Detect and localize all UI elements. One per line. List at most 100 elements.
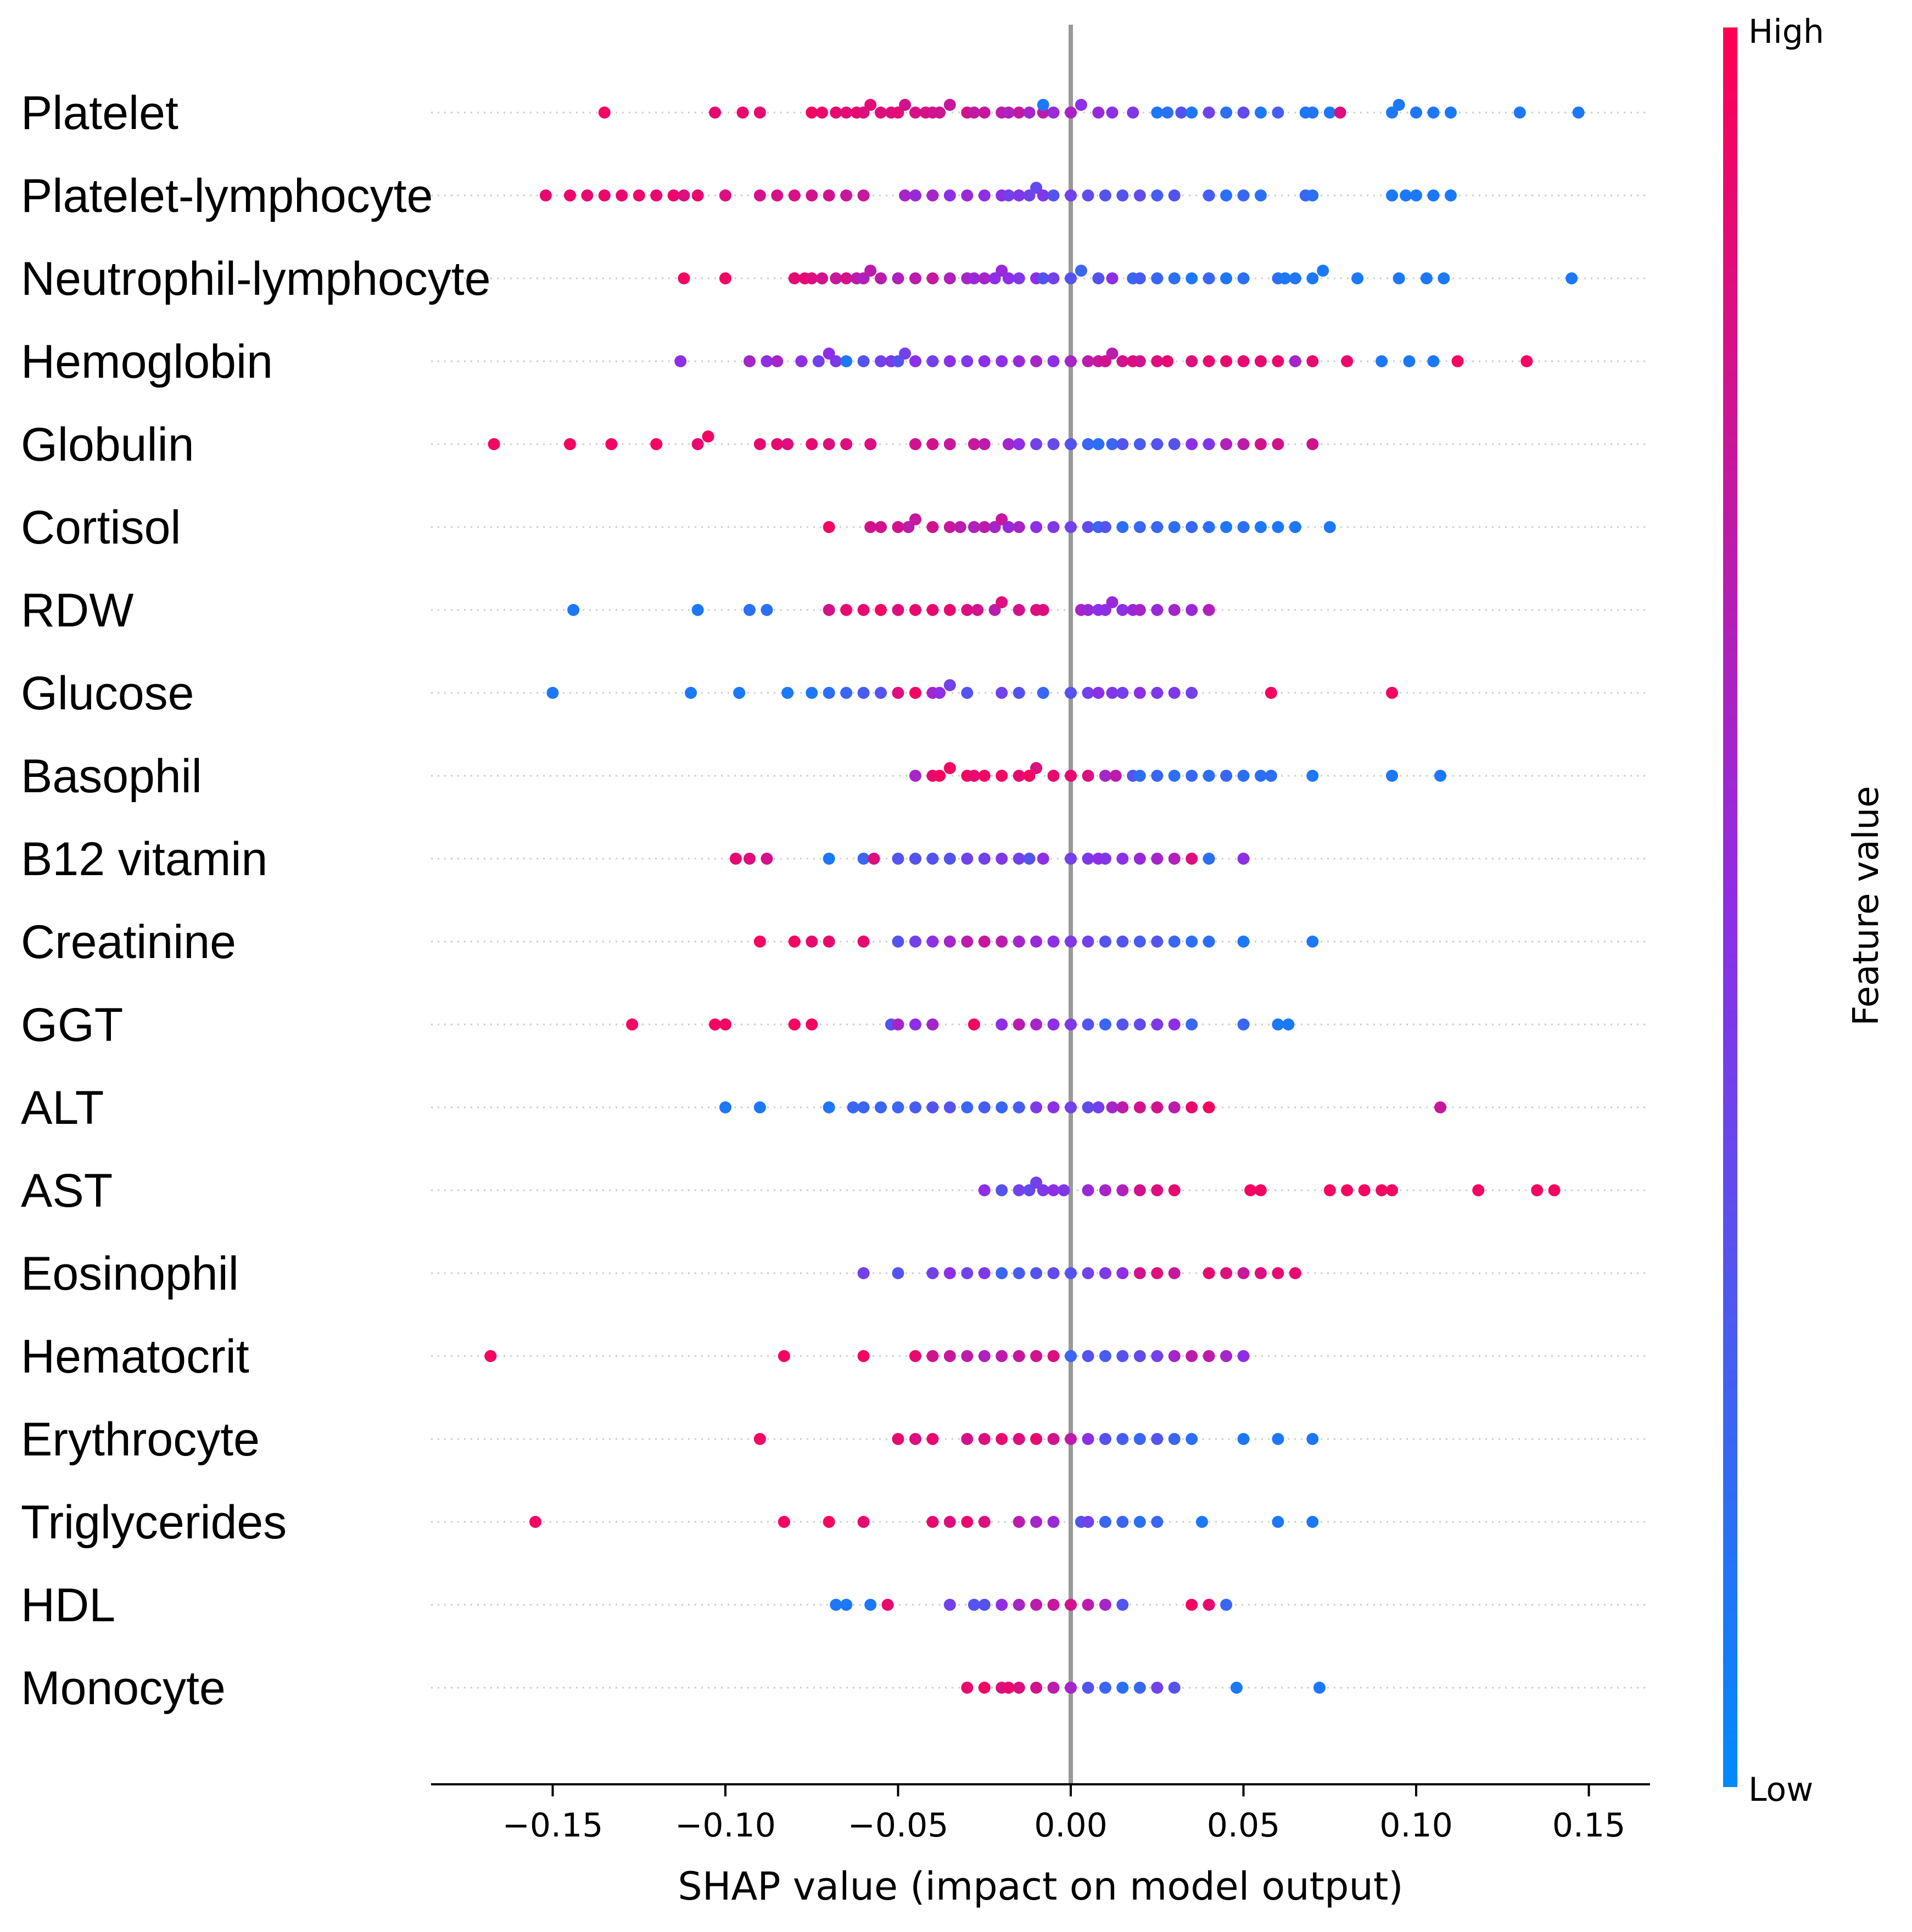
shap-point	[978, 1682, 991, 1694]
shap-point	[816, 272, 829, 284]
shap-point	[996, 936, 1008, 948]
shap-point	[1133, 687, 1146, 699]
shap-point	[943, 521, 956, 533]
shap-point	[598, 189, 611, 201]
shap-point	[1047, 521, 1060, 533]
x-tick-label: 0.05	[1207, 1806, 1281, 1845]
shap-point	[1220, 1599, 1233, 1611]
shap-point	[1161, 355, 1174, 367]
shap-point	[909, 355, 921, 367]
shap-point	[1013, 521, 1025, 533]
shap-point	[1030, 1177, 1043, 1189]
shap-point	[1427, 107, 1440, 119]
shap-point	[743, 853, 756, 865]
shap-point	[978, 272, 991, 284]
feature-label: Neutrophil-lymphocyte	[21, 253, 491, 305]
shap-point	[1203, 1599, 1215, 1611]
shap-point	[968, 1599, 980, 1611]
shap-point	[864, 521, 877, 533]
shap-point	[1106, 596, 1119, 608]
shap-point	[1013, 1267, 1025, 1279]
shap-point	[971, 604, 984, 616]
shap-point	[1037, 272, 1049, 284]
shap-point	[816, 107, 829, 119]
shap-point	[996, 596, 1008, 608]
shap-point	[1220, 438, 1233, 450]
shap-point	[1099, 355, 1111, 367]
shap-point	[1168, 604, 1181, 616]
shap-point	[1099, 1018, 1111, 1031]
shap-point	[771, 438, 784, 450]
shap-point	[909, 604, 921, 616]
shap-point	[539, 189, 552, 201]
feature-labels: Platelet Platelet-lymphocyte Neutrophil-ly…	[21, 87, 491, 1715]
shap-point	[926, 936, 939, 948]
shap-point	[996, 1184, 1008, 1196]
shap-point	[1030, 521, 1043, 533]
shap-point	[1237, 770, 1250, 782]
shap-point	[650, 438, 663, 450]
shap-point	[1386, 1184, 1398, 1196]
shap-point	[926, 438, 939, 450]
shap-point	[761, 355, 773, 367]
shap-point	[1186, 272, 1198, 284]
shap-point	[650, 189, 663, 201]
shap-point	[864, 265, 877, 277]
shap-point	[1099, 1433, 1111, 1445]
shap-point	[1289, 355, 1301, 367]
shap-point	[1082, 1184, 1094, 1196]
shap-point	[823, 348, 835, 360]
shap-point	[892, 1267, 904, 1279]
shap-point	[1376, 355, 1388, 367]
feature-label: Eosinophil	[21, 1247, 239, 1300]
shap-point	[1151, 1101, 1164, 1113]
shap-point	[857, 1101, 870, 1113]
shap-point	[1186, 1599, 1198, 1611]
shap-point	[1237, 272, 1250, 284]
shap-point	[529, 1516, 541, 1528]
shap-point	[968, 521, 980, 533]
shap-point	[909, 513, 921, 525]
shap-point	[1030, 1350, 1043, 1362]
shap-point	[1427, 355, 1440, 367]
shap-point	[1065, 355, 1077, 367]
shap-point	[926, 521, 939, 533]
shap-point	[968, 438, 980, 450]
shap-point	[1434, 770, 1446, 782]
shap-point	[1168, 687, 1181, 699]
shap-point	[909, 853, 921, 865]
shap-point	[840, 189, 853, 201]
shap-point	[943, 99, 956, 111]
shap-point	[943, 1350, 956, 1362]
shap-point	[1420, 272, 1433, 284]
shap-point	[1082, 1267, 1094, 1279]
shap-point	[719, 1018, 731, 1031]
data-points	[484, 99, 1585, 1694]
shap-point	[1116, 1184, 1129, 1196]
shap-point	[978, 770, 991, 782]
shap-point	[1520, 355, 1533, 367]
shap-point	[1037, 189, 1049, 201]
shap-point	[881, 1599, 894, 1611]
shap-point	[978, 936, 991, 948]
row-gridlines	[431, 111, 1650, 1689]
shap-point	[823, 936, 835, 948]
shap-point	[857, 272, 870, 284]
shap-point	[598, 107, 611, 119]
shap-point	[1082, 355, 1094, 367]
feature-label: Platelet-lymphocyte	[21, 170, 433, 222]
shap-point	[857, 355, 870, 367]
shap-point	[943, 1101, 956, 1113]
shap-point	[961, 1433, 974, 1445]
shap-point	[1151, 1682, 1164, 1694]
shap-point	[1092, 107, 1105, 119]
shap-point	[961, 189, 974, 201]
shap-point	[1002, 189, 1015, 201]
shap-point	[1013, 189, 1025, 201]
shap-point	[1116, 1267, 1129, 1279]
shap-point	[1013, 355, 1025, 367]
shap-point	[691, 604, 704, 616]
shap-point	[1203, 107, 1215, 119]
shap-point	[996, 1599, 1008, 1611]
